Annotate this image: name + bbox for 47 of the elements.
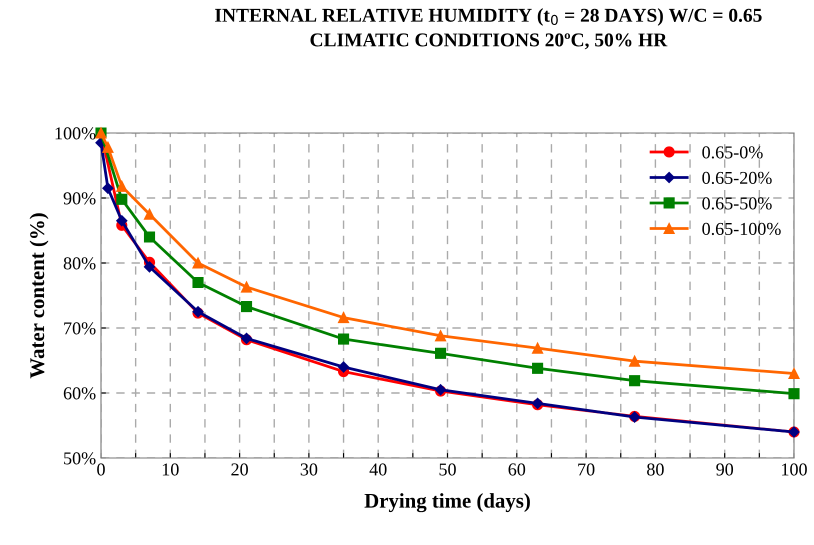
legend-label: 0.65-50% bbox=[702, 197, 772, 210]
y-tick-label: 80% bbox=[64, 257, 96, 270]
y-axis-title: Water content (%) bbox=[30, 213, 48, 378]
legend-label: 0.65-100% bbox=[702, 222, 781, 236]
x-tick-label: 0 bbox=[97, 463, 105, 476]
point bbox=[144, 208, 156, 220]
point bbox=[532, 362, 544, 374]
point bbox=[532, 342, 544, 354]
point bbox=[338, 361, 350, 373]
chart-title: INTERNAL RELATIVE HUMIDITY (t$_{0}$ = 28 DAYS) W/C = 0.65 CLIMATIC CONDITIONS 20ºC, 50% HR bbox=[215, 8, 762, 50]
point bbox=[102, 182, 114, 194]
point bbox=[116, 180, 128, 192]
x-tick-label: 10 bbox=[162, 463, 179, 476]
point bbox=[192, 257, 204, 269]
y-tick-label: 50% bbox=[64, 452, 96, 464]
point bbox=[788, 388, 800, 400]
x-tick-label: 30 bbox=[300, 463, 318, 476]
x-tick-label: 100 bbox=[782, 463, 807, 476]
point bbox=[144, 231, 156, 243]
point bbox=[144, 261, 156, 273]
point bbox=[240, 281, 252, 293]
y-tick-label: 90% bbox=[64, 192, 96, 204]
x-tick-label: 90 bbox=[716, 463, 734, 476]
point bbox=[116, 215, 128, 226]
y-tick-label: 70% bbox=[64, 322, 96, 334]
x-tick-label: 20 bbox=[231, 463, 248, 476]
x-tick-label: 70 bbox=[578, 463, 594, 476]
point bbox=[338, 333, 350, 345]
legend-label: 0.65-0% bbox=[702, 146, 763, 159]
point bbox=[435, 330, 446, 342]
y-tick-label: 60% bbox=[64, 387, 96, 400]
point bbox=[629, 356, 640, 367]
point bbox=[102, 142, 114, 153]
point bbox=[338, 312, 350, 324]
point bbox=[240, 300, 252, 312]
point bbox=[629, 375, 640, 386]
point bbox=[116, 194, 128, 205]
legend-label: 0.65-20% bbox=[702, 172, 772, 184]
x-tick-label: 50 bbox=[440, 463, 456, 476]
point bbox=[788, 368, 800, 380]
x-tick-label: 60 bbox=[508, 463, 526, 476]
point bbox=[192, 276, 204, 288]
y-tick-label: 100% bbox=[56, 127, 96, 140]
x-axis-title: Drying time (days) bbox=[364, 493, 530, 512]
x-tick-label: 80 bbox=[647, 463, 664, 476]
point bbox=[435, 348, 446, 359]
x-tick-label: 40 bbox=[370, 463, 387, 476]
